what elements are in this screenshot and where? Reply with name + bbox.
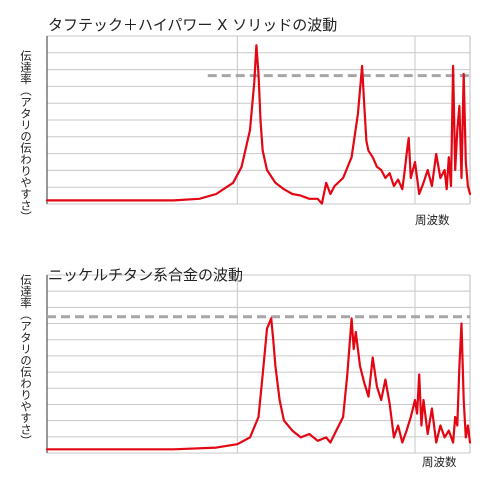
plot-area-top [45,35,472,205]
series-line [45,44,472,205]
chart-title-bottom: ニッケルチタン系合金の波動 [48,266,244,284]
x-axis-label-bottom: 周波数 [422,455,457,469]
chart-panel-bottom: ニッケルチタン系合金の波動 伝達率（アタリの伝わりやすさ） 周波数 [0,244,488,488]
x-axis-label-top: 周波数 [415,213,450,227]
y-axis-label-top: 伝達率（アタリの伝わりやすさ） [19,50,33,223]
y-axis-label-bottom: 伝達率（アタリの伝わりやすさ） [19,274,33,447]
chart-title-top: タフテック＋ハイパワー X ソリッドの波動 [48,16,338,34]
series-line [45,317,472,451]
chart-panel-top: タフテック＋ハイパワー X ソリッドの波動 伝達率（アタリの伝わりやすさ） 周波… [0,0,488,240]
plot-area-bottom [45,274,472,454]
